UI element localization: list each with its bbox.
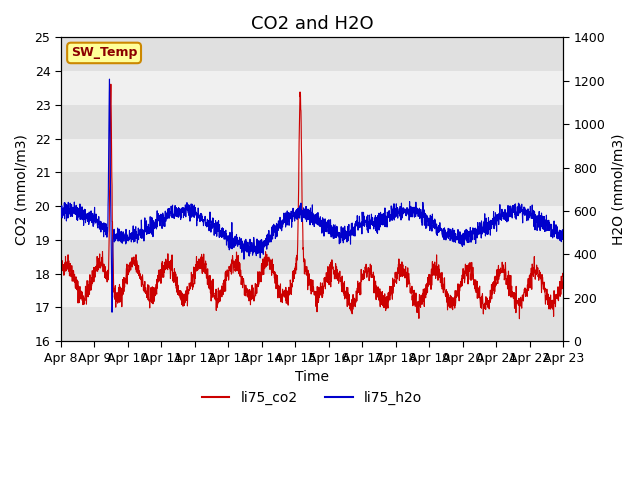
Bar: [61, 206, 563, 240]
Y-axis label: CO2 (mmol/m3): CO2 (mmol/m3): [15, 134, 29, 245]
Title: CO2 and H2O: CO2 and H2O: [251, 15, 373, 33]
Bar: [61, 71, 563, 105]
Bar: [61, 274, 563, 307]
Text: SW_Temp: SW_Temp: [71, 47, 137, 60]
Bar: [61, 307, 563, 341]
Legend: li75_co2, li75_h2o: li75_co2, li75_h2o: [196, 385, 428, 410]
X-axis label: Time: Time: [295, 370, 329, 384]
Bar: [61, 105, 563, 139]
Bar: [61, 172, 563, 206]
Bar: [61, 139, 563, 172]
Bar: [61, 37, 563, 71]
Bar: [61, 240, 563, 274]
Y-axis label: H2O (mmol/m3): H2O (mmol/m3): [611, 133, 625, 245]
